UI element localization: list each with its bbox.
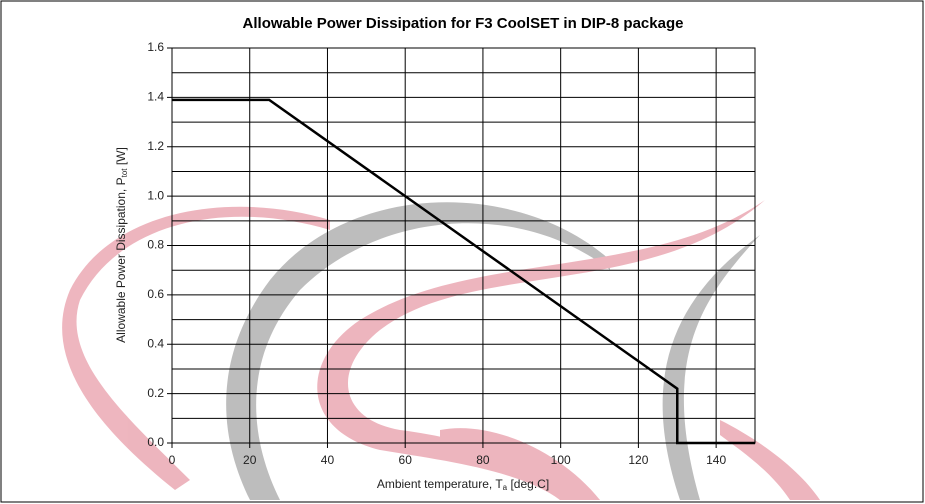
x-label-sub: a (503, 483, 508, 492)
x-tick-label: 100 (551, 453, 571, 467)
y-tick-label: 0.4 (147, 336, 164, 350)
x-tick-label: 120 (628, 453, 648, 467)
watermark (62, 200, 820, 500)
y-tick-label: 0.8 (147, 238, 164, 252)
x-label-unit: [deg.C] (507, 477, 549, 491)
x-tick-label: 0 (169, 453, 176, 467)
y-tick-label: 1.6 (147, 40, 164, 54)
plot-area (171, 47, 756, 444)
y-tick-label: 1.0 (147, 188, 164, 202)
chart-title: Allowable Power Dissipation for F3 CoolS… (243, 15, 684, 32)
y-tick-label: 0.0 (147, 435, 164, 449)
x-tick-label: 20 (243, 453, 257, 467)
y-axis-label: Allowable Power Dissipation, Ptot [W] (114, 147, 129, 343)
y-tick-label: 0.6 (147, 287, 164, 301)
y-tick-label: 1.2 (147, 139, 164, 153)
x-axis-label: Ambient temperature, Ta [deg.C] (377, 477, 549, 492)
y-label-text: Allowable Power Dissipation, P (114, 177, 128, 342)
y-tick-label: 0.2 (147, 386, 164, 400)
x-tick-label: 80 (476, 453, 490, 467)
x-tick-label: 60 (399, 453, 413, 467)
y-label-unit: [W] (114, 147, 128, 168)
line (172, 98, 755, 445)
x-tick-label: 140 (706, 453, 726, 467)
y-label-sub: tot (120, 168, 129, 178)
x-label-text: Ambient temperature, T (377, 477, 504, 491)
x-tick-label: 40 (321, 453, 335, 467)
y-tick-label: 1.4 (147, 90, 164, 104)
